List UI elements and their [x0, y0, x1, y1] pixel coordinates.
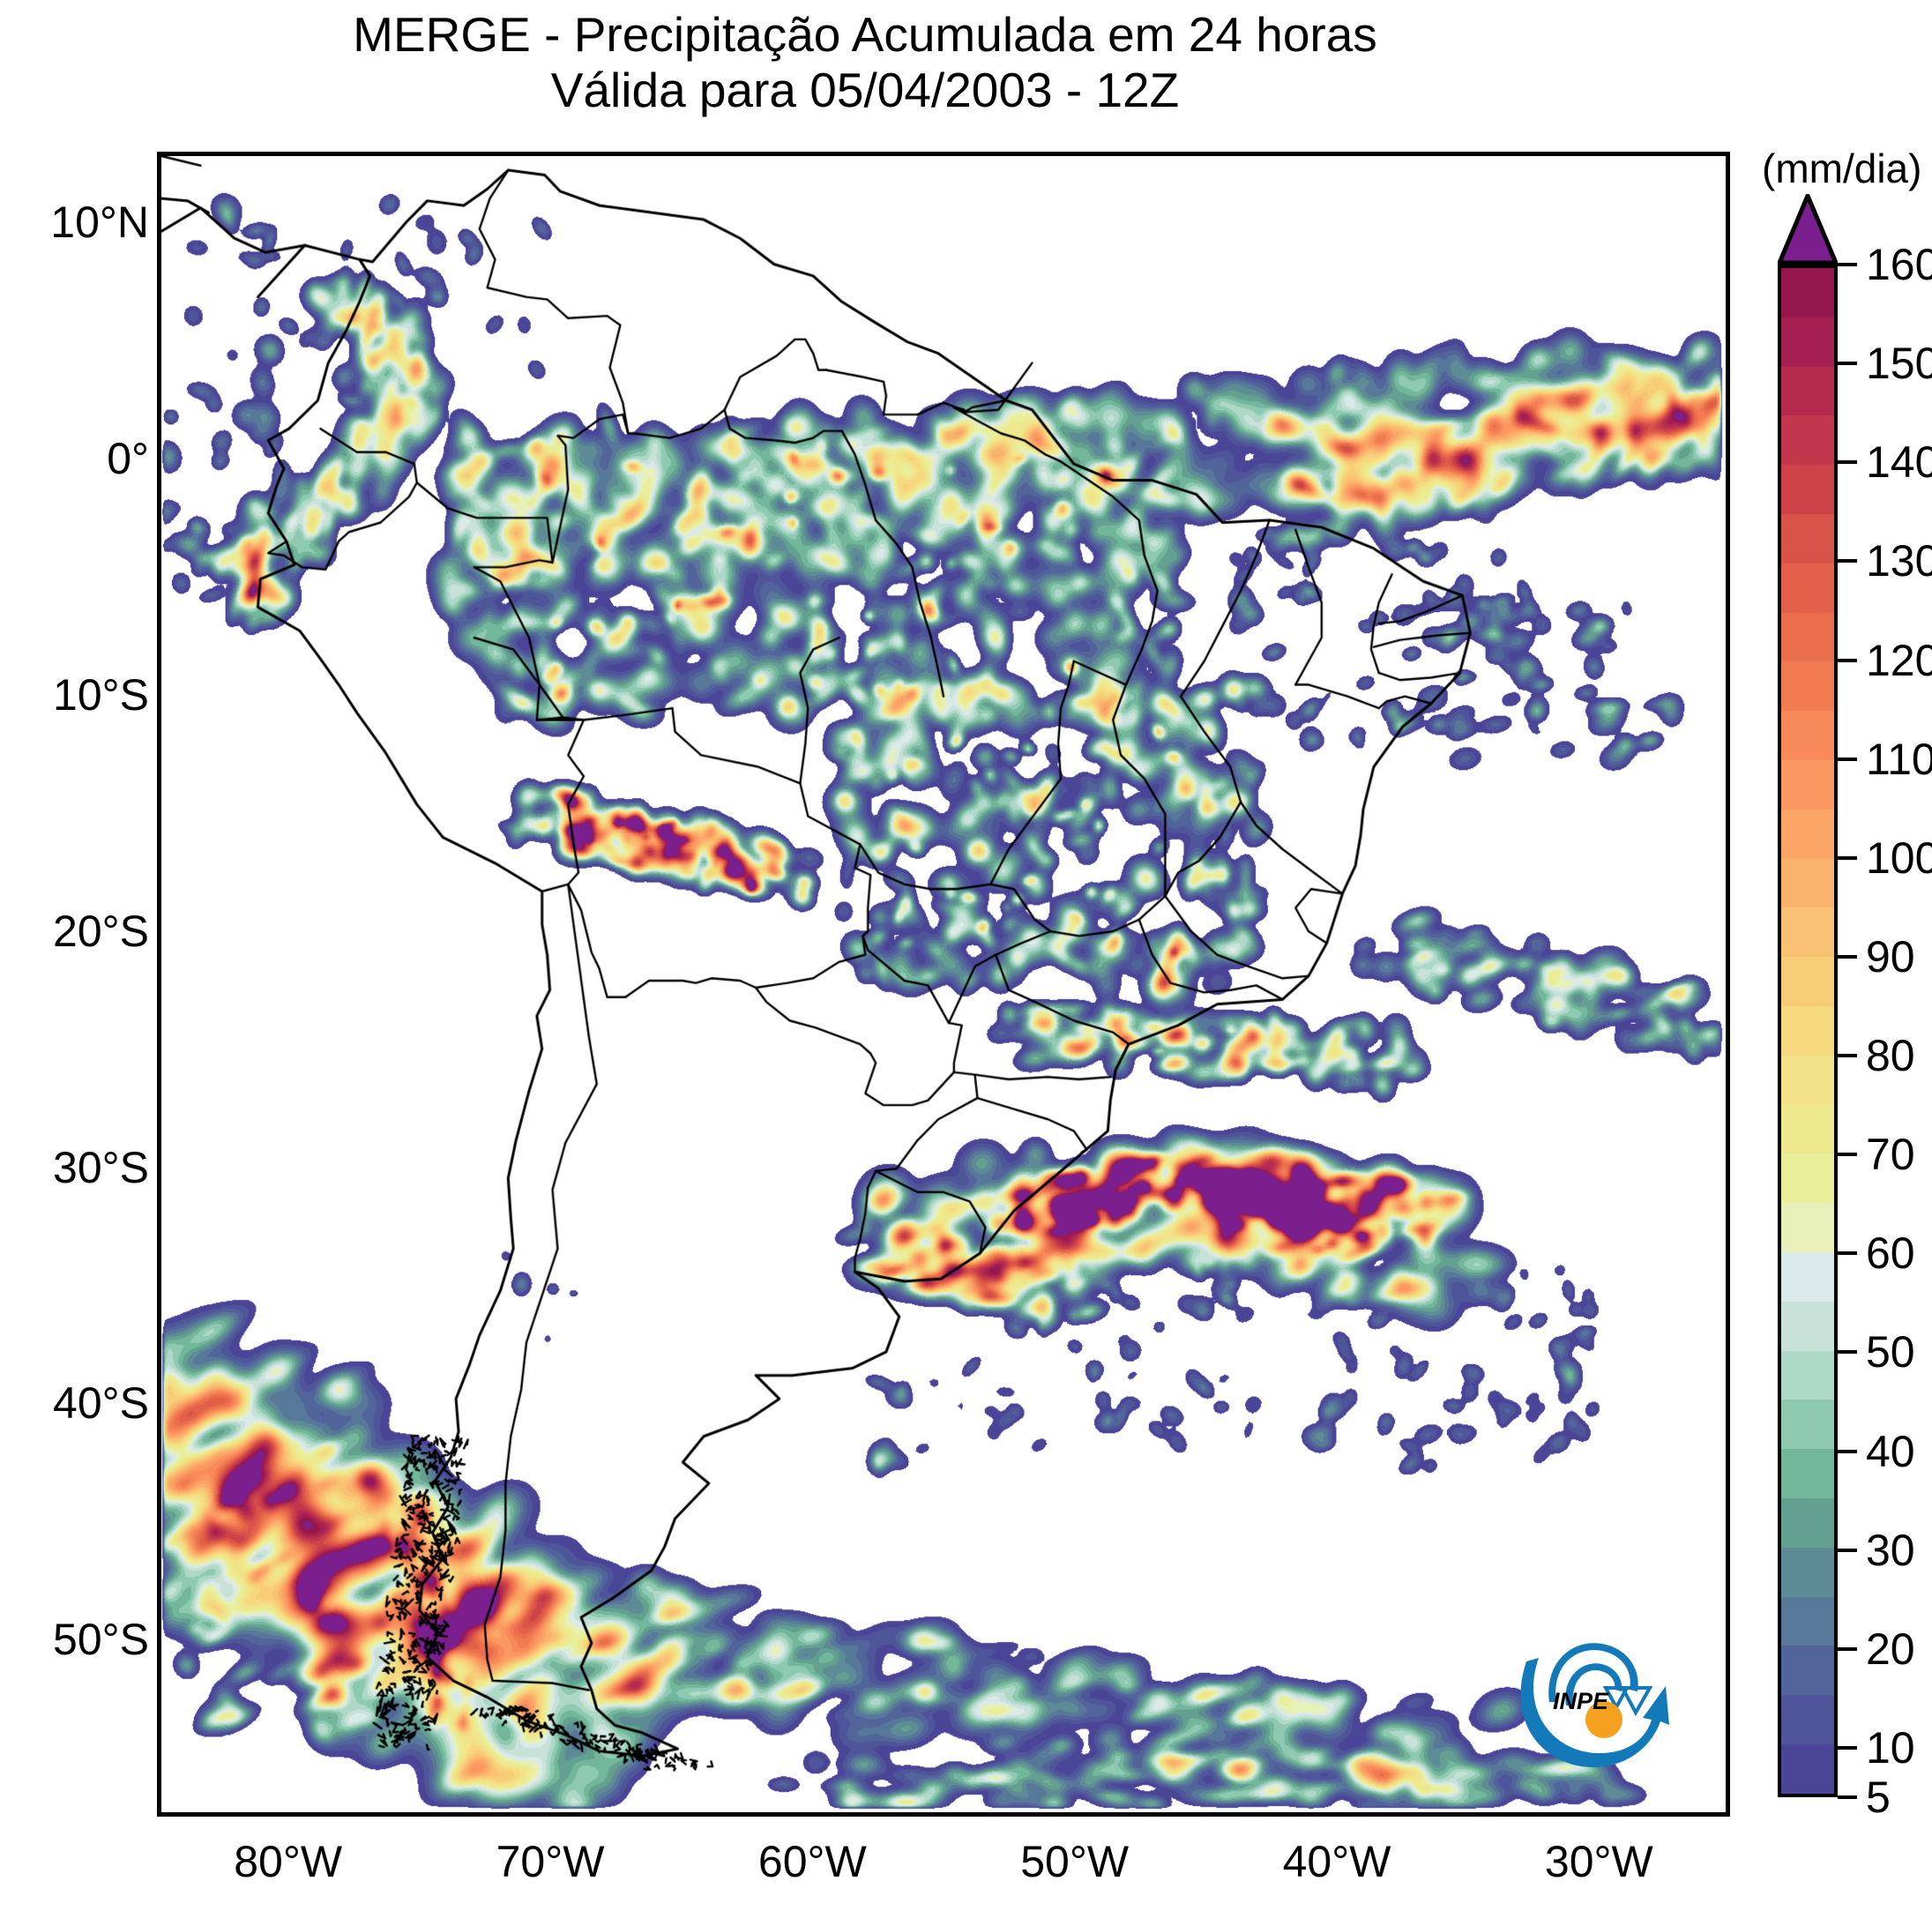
lon-tick-60W: 60°W	[757, 1837, 867, 1886]
title-line-1: MERGE - Precipitação Acumulada em 24 hor…	[353, 7, 1377, 62]
colorbar-tick-mark	[1838, 1350, 1857, 1355]
colorbar-band	[1781, 1695, 1834, 1744]
colorbar-band	[1781, 1005, 1834, 1056]
colorbar-tick-label-120: 120	[1866, 635, 1932, 685]
colorbar-band	[1781, 612, 1834, 662]
colorbar-tick-label-80: 80	[1866, 1031, 1915, 1081]
colorbar-band	[1781, 858, 1834, 908]
colorbar-tick-label-130: 130	[1866, 536, 1932, 586]
colorbar-band	[1781, 1743, 1834, 1794]
colorbar-band	[1781, 809, 1834, 859]
lon-tick-80W: 80°W	[234, 1837, 343, 1886]
colorbar-tick-mark	[1838, 757, 1857, 761]
colorbar-tick-mark	[1838, 263, 1857, 266]
colorbar-tick-label-90: 90	[1866, 931, 1915, 982]
colorbar-tick-label-20: 20	[1866, 1624, 1915, 1674]
colorbar-band	[1781, 317, 1834, 367]
colorbar-band	[1781, 415, 1834, 466]
colorbar-band	[1781, 1400, 1834, 1450]
colorbar-tick-label-140: 140	[1866, 437, 1932, 488]
colorbar-tick-mark	[1838, 855, 1857, 860]
colorbar-band	[1781, 513, 1834, 564]
colorbar-band	[1781, 1497, 1834, 1548]
colorbar-tick-mark	[1838, 1548, 1857, 1552]
colorbar-tick-label-70: 70	[1866, 1130, 1915, 1180]
colorbar-tick-mark	[1838, 1646, 1857, 1651]
colorbar-band	[1781, 661, 1834, 712]
colorbar-band	[1781, 465, 1834, 514]
colorbar-tick-mark	[1838, 1054, 1857, 1058]
inpe-wordmark: INPE	[1553, 1688, 1609, 1714]
lat-tick-0: 0°	[107, 434, 149, 484]
colorbar-band	[1781, 1547, 1834, 1597]
colorbar-tick-label-160: 160	[1866, 240, 1932, 289]
colorbar-band	[1781, 711, 1834, 760]
lon-tick-70W: 70°W	[496, 1837, 605, 1886]
lat-tick-10N: 10°N	[50, 198, 149, 248]
colorbar-tick-mark	[1838, 559, 1857, 564]
inpe-logo: INPE	[1520, 1643, 1669, 1768]
colorbar-band	[1781, 1350, 1834, 1400]
precipitation-heatmap	[161, 156, 1726, 1812]
colorbar-tick-label-110: 110	[1866, 734, 1932, 784]
lat-tick-10S: 10°S	[53, 669, 149, 720]
colorbar-tick-mark	[1838, 1251, 1857, 1256]
colorbar-unit-label: (mm/dia)	[1762, 146, 1922, 191]
colorbar-band	[1781, 1596, 1834, 1646]
lon-tick-50W: 50°W	[1020, 1837, 1130, 1886]
colorbar-tick-mark	[1838, 1795, 1857, 1799]
colorbar-band	[1781, 1203, 1834, 1252]
colorbar-gradient	[1778, 265, 1838, 1797]
colorbar-band	[1781, 957, 1834, 1006]
colorbar-band	[1781, 1251, 1834, 1302]
colorbar-tick-label-10: 10	[1866, 1722, 1915, 1773]
colorbar-band	[1781, 907, 1834, 958]
colorbar-tick-label-30: 30	[1866, 1525, 1915, 1575]
chart-title: MERGE - Precipitação Acumulada em 24 hor…	[0, 7, 1730, 118]
colorbar-tick-label-100: 100	[1866, 832, 1932, 883]
lat-tick-20S: 20°S	[53, 906, 149, 956]
colorbar-tick-label-40: 40	[1866, 1426, 1915, 1476]
colorbar-tick-label-50: 50	[1866, 1327, 1915, 1377]
colorbar-band	[1781, 759, 1834, 810]
colorbar-band	[1781, 1055, 1834, 1105]
logo-dot	[1585, 1701, 1622, 1738]
colorbar-band	[1781, 366, 1834, 416]
map-plot-area	[157, 152, 1730, 1817]
lon-tick-30W: 30°W	[1544, 1837, 1653, 1886]
colorbar-band	[1781, 268, 1834, 317]
lat-tick-50S: 50°S	[53, 1615, 149, 1665]
colorbar-band	[1781, 1301, 1834, 1351]
colorbar-tick-mark	[1838, 658, 1857, 662]
colorbar-tick-mark	[1838, 1449, 1857, 1453]
colorbar-tick-mark	[1838, 1745, 1857, 1750]
colorbar-tick-label-5: 5	[1866, 1773, 1891, 1822]
colorbar-tick-label-60: 60	[1866, 1228, 1915, 1279]
lat-tick-30S: 30°S	[53, 1142, 149, 1192]
colorbar-band	[1781, 1646, 1834, 1696]
title-line-2: Válida para 05/04/2003 - 12Z	[550, 63, 1180, 117]
colorbar-over-arrow	[1778, 194, 1838, 265]
lon-tick-40W: 40°W	[1282, 1837, 1391, 1886]
colorbar: (mm/dia) 160 150 140 130 120 110 100 90 80 70 60 50…	[1762, 146, 1932, 1822]
colorbar-tick-mark	[1838, 362, 1857, 366]
colorbar-band	[1781, 1104, 1834, 1154]
colorbar-tick-mark	[1838, 460, 1857, 465]
colorbar-tick-mark	[1838, 1153, 1857, 1157]
colorbar-tick-mark	[1838, 954, 1857, 959]
lat-tick-40S: 40°S	[53, 1378, 149, 1429]
colorbar-band	[1781, 1449, 1834, 1498]
colorbar-tick-label-150: 150	[1866, 339, 1932, 389]
colorbar-band	[1781, 563, 1834, 613]
colorbar-band	[1781, 1153, 1834, 1204]
